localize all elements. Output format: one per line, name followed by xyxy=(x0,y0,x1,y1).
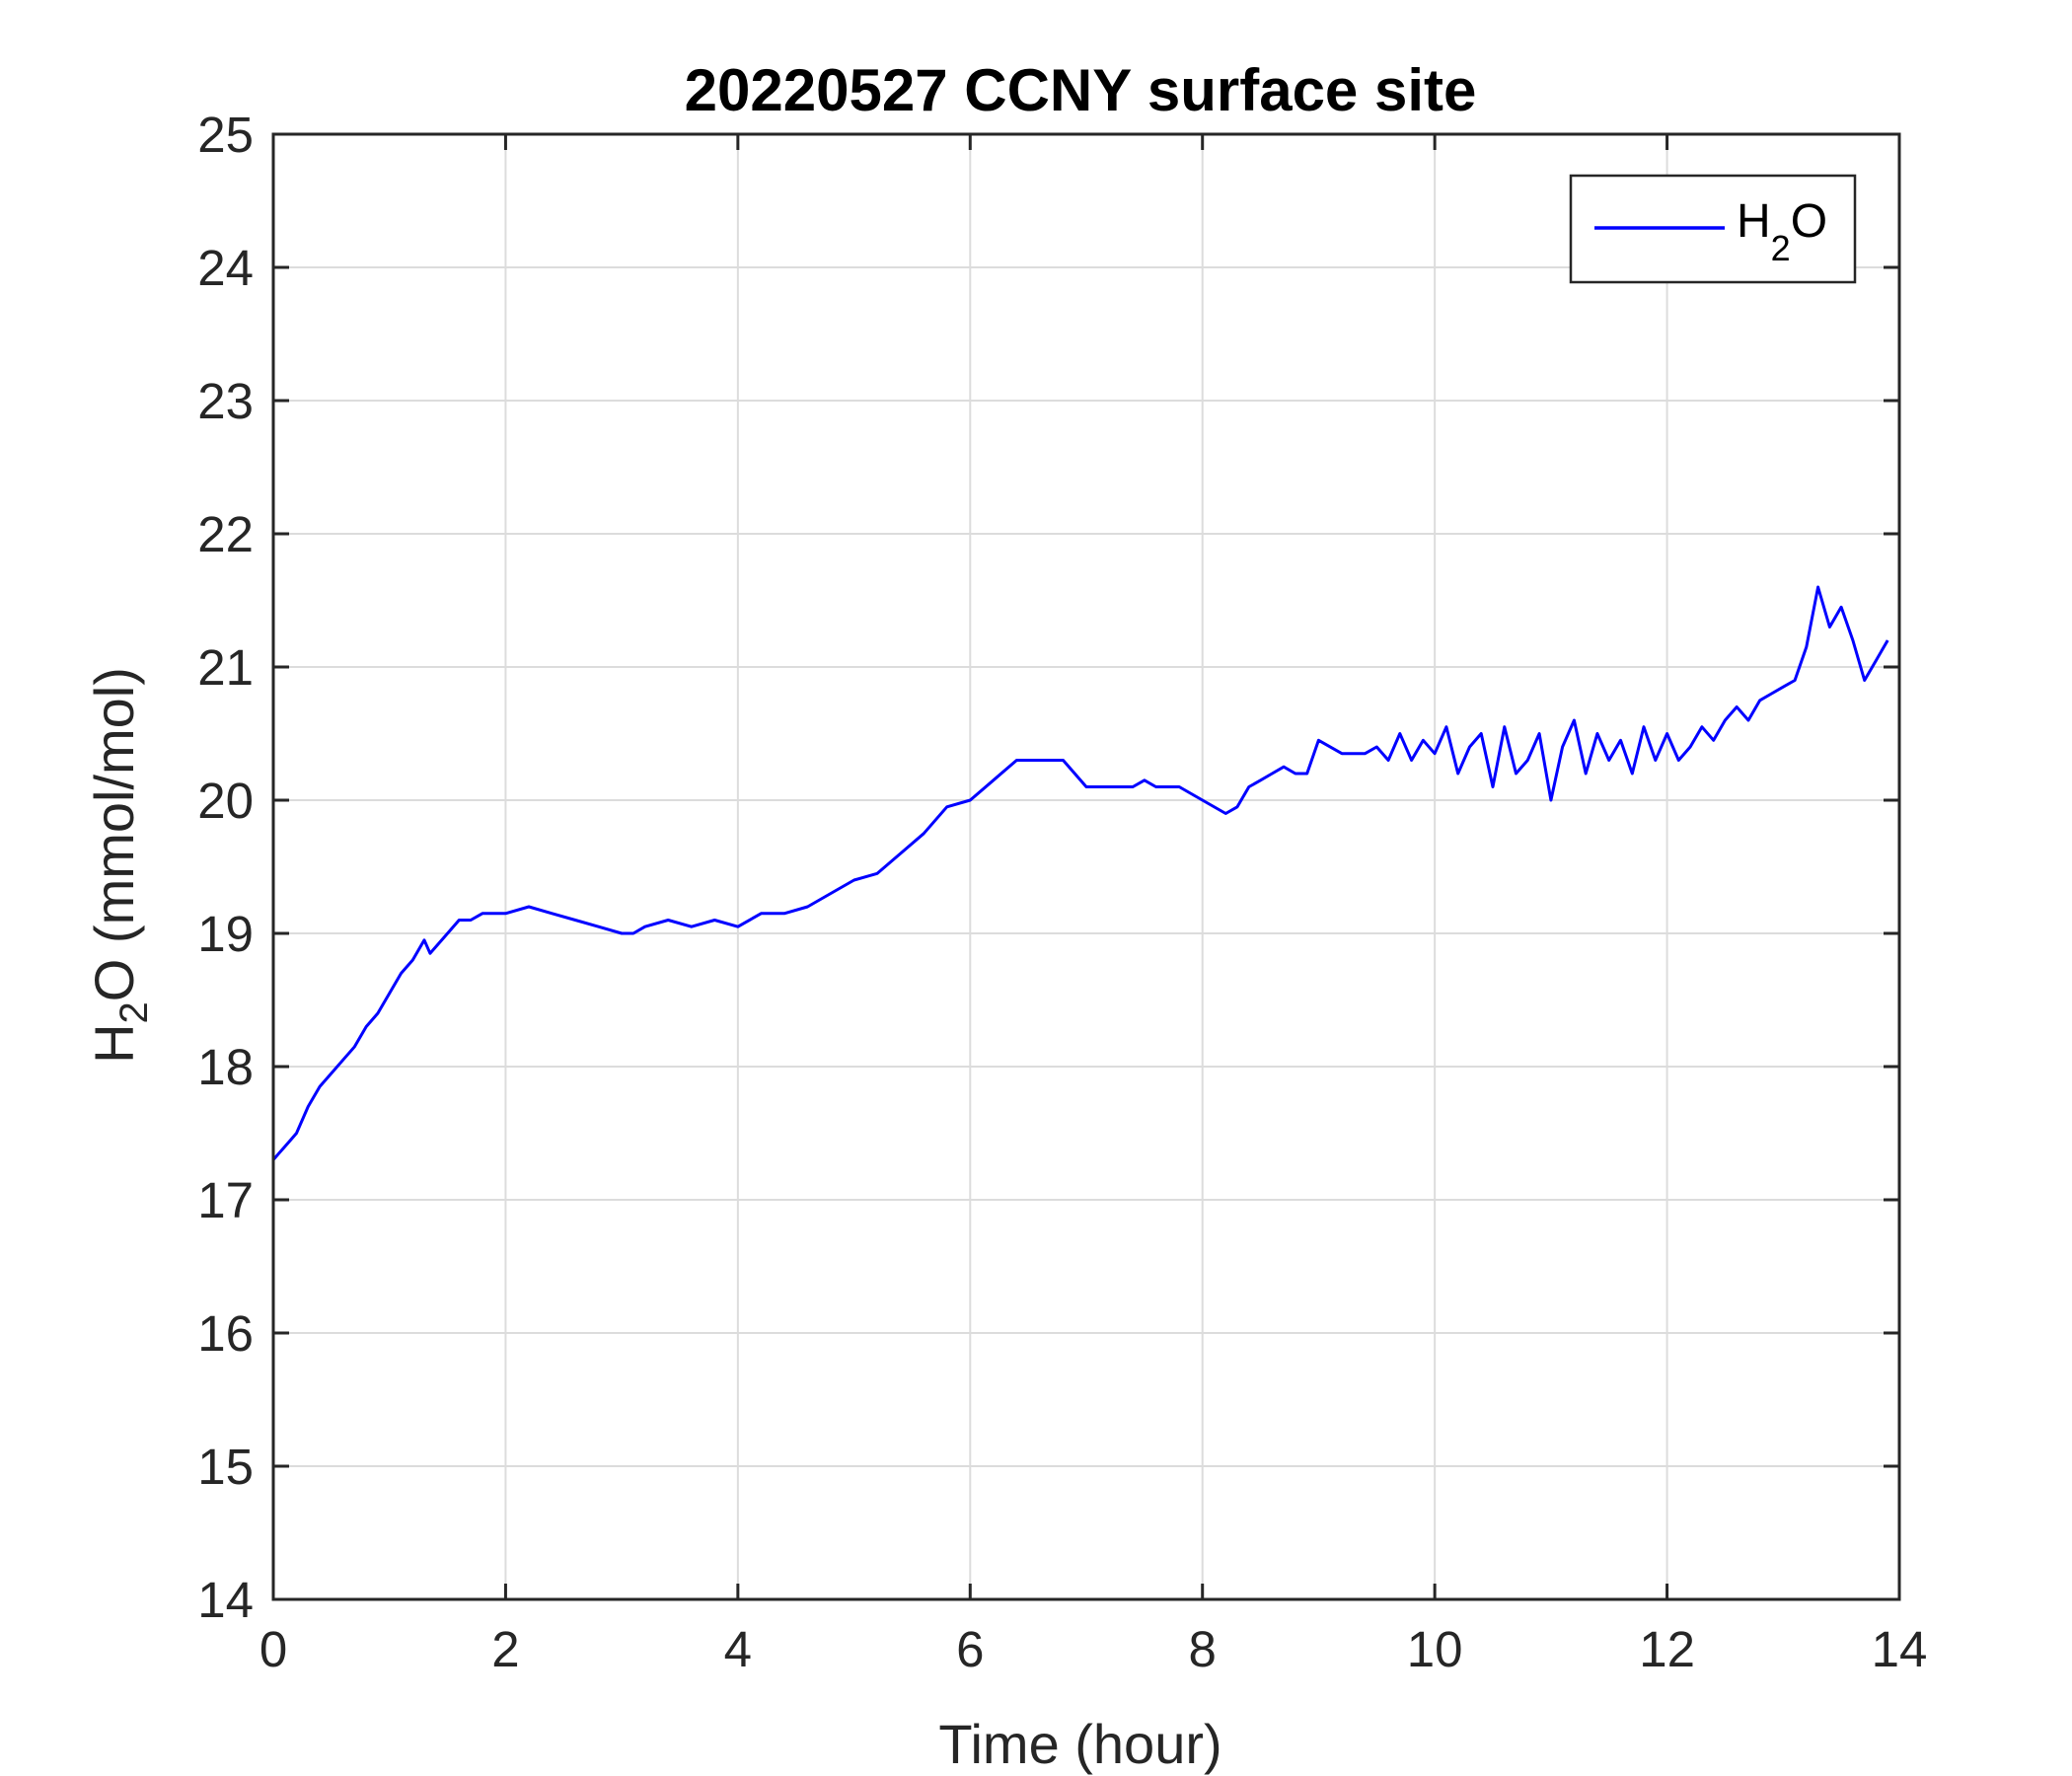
y-axis-label-subscript: 2 xyxy=(112,1001,156,1023)
series-layer xyxy=(271,585,1889,1161)
y-tick-label: 25 xyxy=(197,107,254,163)
x-tick-label: 6 xyxy=(956,1621,984,1677)
y-tick-label: 16 xyxy=(197,1305,254,1362)
y-tick-label: 21 xyxy=(197,639,254,696)
y-tick-label: 23 xyxy=(197,373,254,429)
y-axis-label-rest: O (mmol/mol) xyxy=(83,667,145,1001)
x-tick-label: 10 xyxy=(1407,1621,1463,1677)
y-tick-label: 15 xyxy=(197,1439,254,1495)
legend: H2O xyxy=(1569,174,1857,284)
y-tick-label: 18 xyxy=(197,1039,254,1095)
legend-label-rest: O xyxy=(1791,195,1827,248)
y-tick-label: 14 xyxy=(197,1572,254,1628)
x-tick-label: 4 xyxy=(724,1621,752,1677)
x-tick-label: 12 xyxy=(1639,1621,1695,1677)
y-tick-label: 17 xyxy=(197,1172,254,1228)
x-tick-label: 2 xyxy=(491,1621,519,1677)
y-tick-label: 24 xyxy=(197,240,254,296)
series-line-h2o xyxy=(271,585,1889,1161)
x-tick-label: 14 xyxy=(1872,1621,1928,1677)
y-tick-label: 20 xyxy=(197,773,254,829)
x-tick-label: 8 xyxy=(1189,1621,1217,1677)
chart-title: 20220527 CCNY surface site xyxy=(685,57,1477,123)
x-tick-label: 0 xyxy=(259,1621,287,1677)
plot-background xyxy=(273,134,1899,1599)
y-tick-label: 19 xyxy=(197,906,254,962)
plot-frame xyxy=(271,132,1901,1601)
x-axis-label: Time (hour) xyxy=(938,1713,1221,1775)
legend-label-h2o: H2O xyxy=(1737,195,1827,268)
y-tick-label: 22 xyxy=(197,506,254,562)
legend-label-subscript: 2 xyxy=(1771,228,1791,268)
y-axis-label-main: H xyxy=(83,1023,145,1063)
y-axis-label: H2O (mmol/mol) xyxy=(83,667,156,1064)
legend-label-main: H xyxy=(1737,195,1771,248)
